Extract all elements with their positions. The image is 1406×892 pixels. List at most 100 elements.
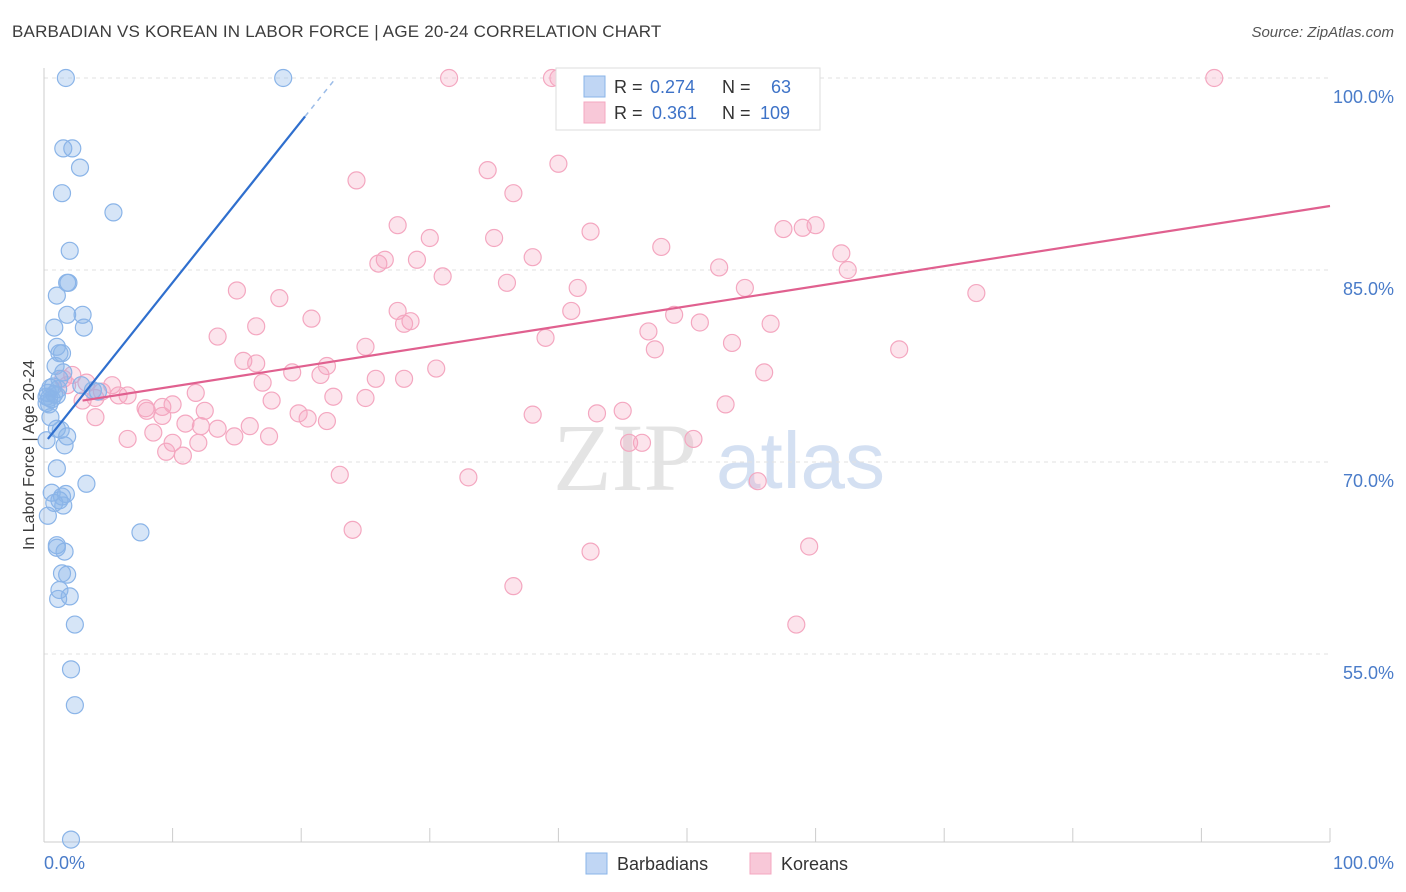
point-koreans [247, 354, 266, 373]
point-barbadians [65, 696, 84, 715]
y-tick-label: 70.0% [1343, 471, 1394, 491]
point-koreans [690, 313, 709, 332]
point-koreans [253, 373, 272, 392]
point-koreans [800, 537, 819, 556]
bottom-legend-label-barbadians: Barbadians [617, 854, 708, 874]
trend-line-barbadians-extension [304, 77, 337, 117]
trend-line-barbadians [46, 115, 306, 440]
point-koreans [787, 615, 806, 634]
series-koreans-points [54, 68, 1224, 634]
point-koreans [497, 273, 517, 292]
point-koreans [774, 219, 793, 239]
y-tick-label: 85.0% [1343, 279, 1394, 299]
point-koreans [137, 401, 156, 420]
point-koreans [504, 184, 523, 203]
point-koreans [259, 427, 279, 446]
point-koreans [549, 154, 568, 173]
point-koreans [157, 442, 176, 461]
point-koreans [324, 387, 343, 406]
legend-n-value-koreans: 109 [760, 103, 790, 123]
point-koreans [806, 216, 825, 235]
point-barbadians [38, 506, 57, 525]
point-koreans [343, 520, 362, 539]
point-barbadians [131, 523, 150, 542]
point-koreans [632, 433, 652, 452]
trend-line-koreans [82, 204, 1331, 402]
legend-r-value-koreans: 0.361 [652, 103, 697, 123]
point-barbadians [74, 318, 93, 337]
point-koreans [613, 401, 632, 420]
legend-r-label-barbadians: R = [614, 77, 643, 97]
point-koreans [967, 283, 986, 303]
point-koreans [394, 369, 414, 388]
series-barbadians-points [37, 68, 293, 849]
point-koreans [144, 423, 163, 442]
point-koreans [153, 406, 172, 426]
point-barbadians [63, 139, 82, 158]
point-koreans [356, 388, 375, 408]
point-koreans [838, 260, 857, 280]
point-barbadians [61, 660, 81, 679]
point-barbadians [52, 184, 72, 203]
point-koreans [163, 395, 182, 414]
point-barbadians [60, 587, 79, 606]
point-barbadians [59, 273, 78, 292]
point-koreans [761, 314, 780, 333]
y-axis-label: In Labor Force | Age 20-24 [21, 360, 38, 550]
point-koreans [247, 317, 266, 336]
point-koreans [722, 333, 742, 353]
bottom-legend-swatch-barbadians [585, 852, 608, 875]
point-koreans [645, 340, 664, 359]
point-koreans [1205, 68, 1224, 88]
point-koreans [227, 281, 246, 300]
point-koreans [289, 404, 308, 423]
point-koreans [330, 465, 349, 484]
x-ticks [43, 828, 1331, 842]
point-koreans [427, 359, 446, 378]
point-koreans [523, 248, 542, 267]
bottom-legend-label-koreans: Koreans [781, 854, 848, 874]
point-barbadians [54, 496, 73, 515]
point-koreans [225, 427, 244, 446]
point-koreans [195, 401, 214, 420]
point-koreans [568, 278, 587, 298]
point-koreans [439, 68, 459, 88]
point-koreans [262, 391, 281, 410]
point-barbadians [56, 68, 75, 88]
point-koreans [302, 309, 321, 328]
point-koreans [735, 278, 754, 298]
point-koreans [311, 365, 330, 385]
legend-n-value-barbadians: 63 [771, 77, 791, 97]
point-koreans [366, 369, 385, 388]
point-koreans [388, 216, 407, 235]
legend-swatch-barbadians [583, 75, 606, 98]
point-koreans [86, 408, 105, 427]
point-barbadians [58, 305, 77, 324]
point-koreans [176, 414, 195, 433]
point-koreans [208, 327, 227, 346]
chart-source: Source: ZipAtlas.com [1251, 24, 1394, 41]
point-koreans [459, 468, 478, 487]
point-koreans [587, 404, 607, 423]
point-koreans [523, 405, 542, 424]
point-barbadians [60, 241, 79, 260]
point-koreans [748, 472, 767, 491]
point-koreans [684, 429, 703, 449]
point-koreans [270, 289, 289, 308]
point-koreans [832, 244, 851, 263]
legend-r-value-barbadians: 0.274 [650, 77, 695, 97]
series-legend: Barbadians Koreans [585, 852, 848, 875]
point-koreans [620, 433, 639, 452]
point-koreans [118, 429, 137, 449]
point-barbadians [45, 318, 64, 337]
point-koreans [369, 254, 388, 273]
point-koreans [240, 417, 259, 436]
point-koreans [890, 340, 909, 359]
point-koreans [536, 328, 555, 347]
x-tick-label-max: 100.0% [1333, 853, 1394, 873]
legend-n-label-koreans: N = [722, 103, 751, 123]
point-barbadians [104, 203, 123, 222]
point-koreans [347, 171, 366, 190]
point-koreans [163, 433, 182, 452]
point-koreans [652, 237, 671, 257]
